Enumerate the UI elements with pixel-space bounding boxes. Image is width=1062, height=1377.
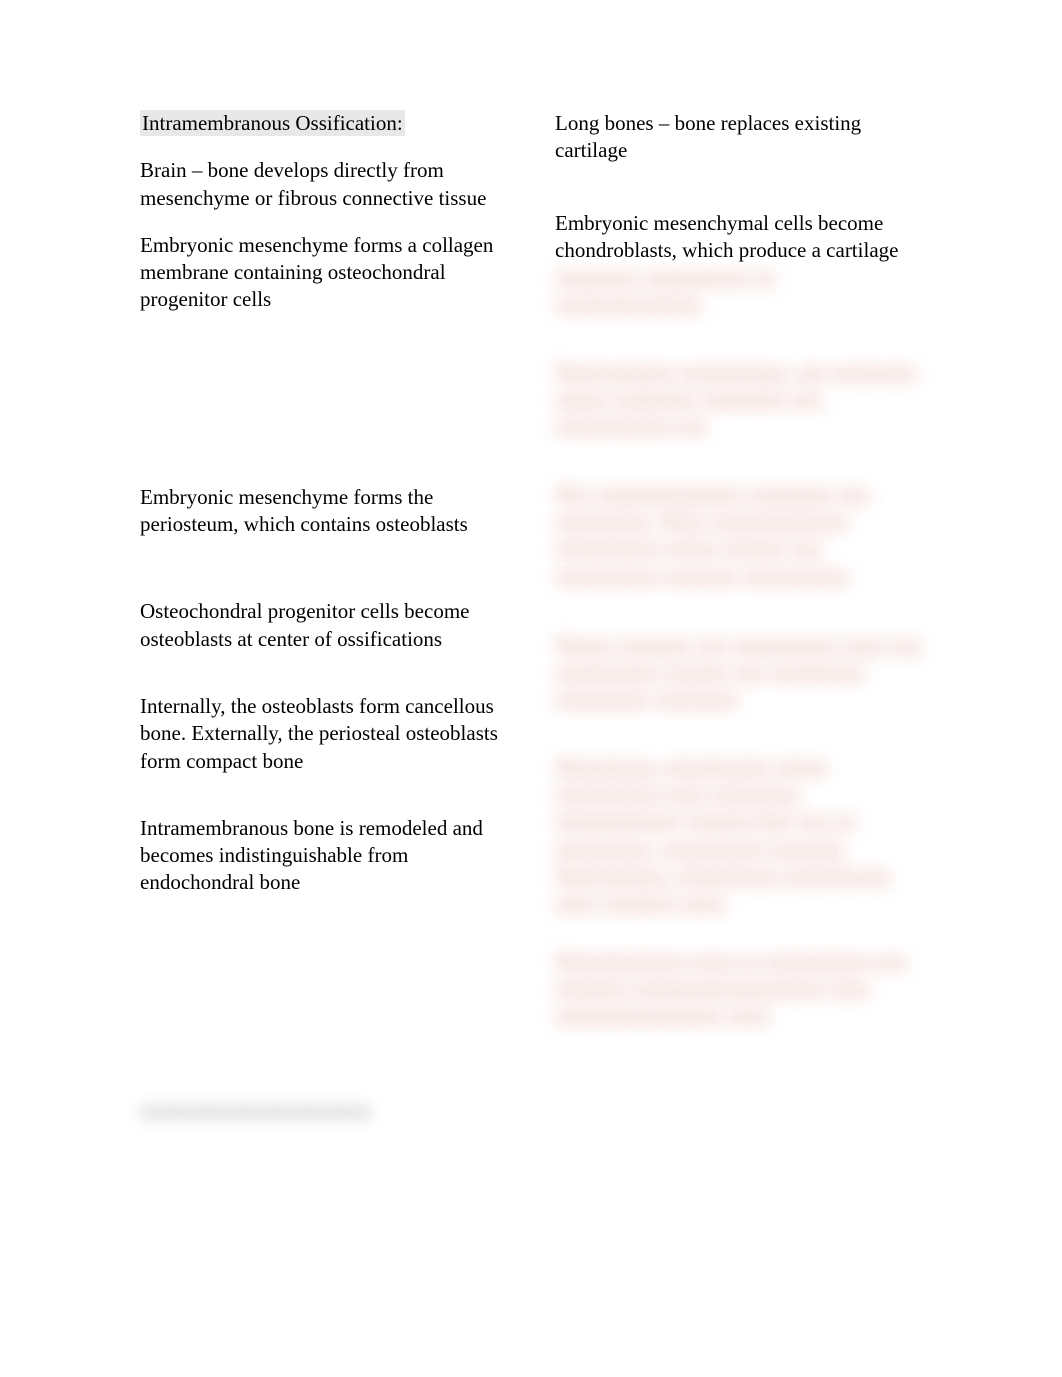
spacer [140, 538, 507, 598]
right-p4-blurred: Xxx xxxxxxxxxxxxxx xxxxxxxx xxx xxxxxxxx… [555, 481, 922, 590]
right-p5-blurred: Xxxxx xxxxxxx xxx xxxxxxxxxx xxxx xxx xx… [555, 632, 922, 714]
right-p3-blurred: Xxxxxxxxxxx xxxxxxxxxx, xxx xxxxxxxx xxx… [555, 359, 922, 441]
right-p1: Long bones – bone replaces existing cart… [555, 110, 922, 165]
right-p2a: Embryonic mesenchymal cells become chond… [555, 210, 922, 265]
spacer [140, 897, 507, 1097]
right-p7-blurred: Xxxxxxxxxxxx xxxx xx xxxxxxxxxx xxx xxxx… [555, 948, 922, 1030]
left-p4: Osteochondral progenitor cells become os… [140, 598, 507, 653]
right-p6-blurred: Xxxxxxxxx, xxxxxxxxxx xxxxx xxxxxxxxxx x… [555, 754, 922, 918]
right-p2b-blurred: xxxxxxxx xxxxxxxxxx xx xxxxxxxxxxxxxx [555, 264, 922, 319]
spacer [555, 441, 922, 481]
right-column: Long bones – bone replaces existing cart… [555, 110, 922, 1124]
spacer [555, 319, 922, 359]
spacer [140, 137, 507, 157]
spacer [140, 653, 507, 693]
spacer [555, 714, 922, 754]
left-p5: Internally, the osteoblasts form cancell… [140, 693, 507, 775]
two-column-layout: Intramembranous Ossification: Brain – bo… [140, 110, 922, 1124]
spacer [555, 918, 922, 948]
spacer [140, 314, 507, 484]
left-heading: Intramembranous Ossification: [140, 110, 507, 137]
spacer [140, 212, 507, 232]
spacer [555, 165, 922, 210]
spacer [555, 590, 922, 632]
left-p6: Intramembranous bone is remodeled and be… [140, 815, 507, 897]
left-heading-text: Intramembranous Ossification: [140, 110, 405, 136]
left-p3: Embryonic mesenchyme forms the periosteu… [140, 484, 507, 539]
left-footer-blurred: xxxxxxxxxxxxxxxxxxxxxx [140, 1097, 507, 1124]
left-column: Intramembranous Ossification: Brain – bo… [140, 110, 507, 1124]
left-p2: Embryonic mesenchyme forms a collagen me… [140, 232, 507, 314]
spacer [140, 775, 507, 815]
left-p1: Brain – bone develops directly from mese… [140, 157, 507, 212]
